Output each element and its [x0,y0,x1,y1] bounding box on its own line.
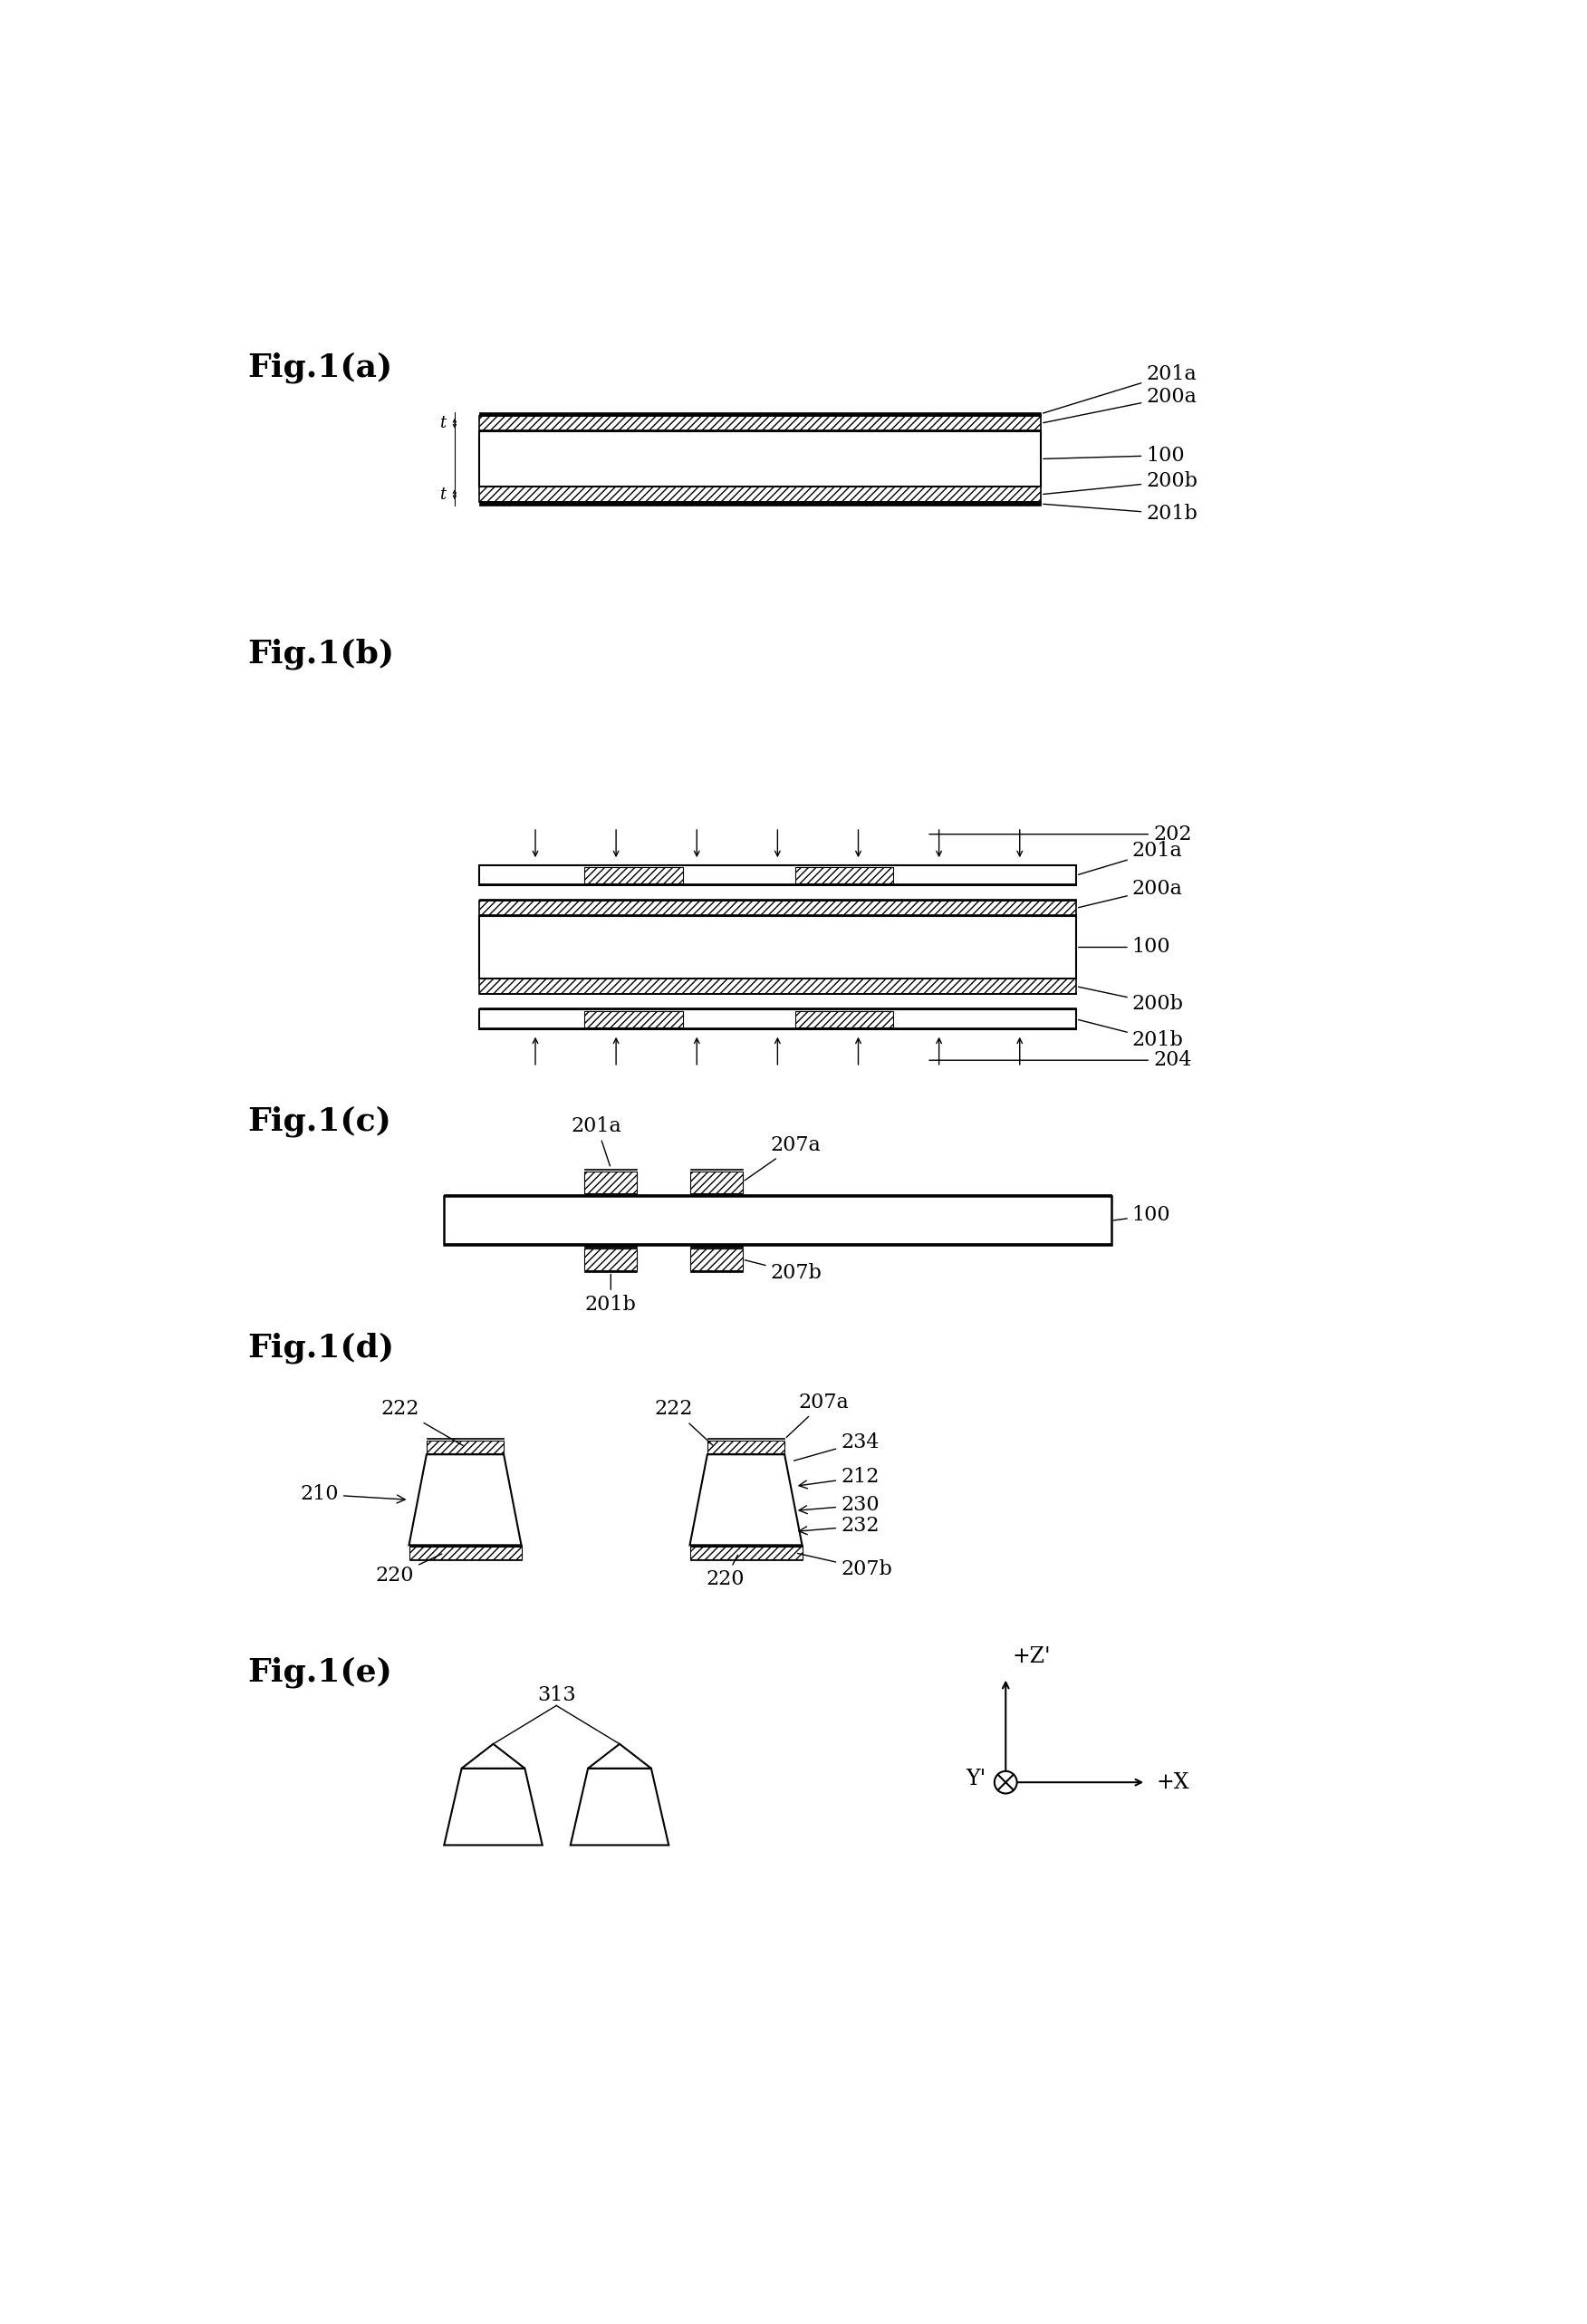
Text: 100: 100 [1114,1206,1171,1225]
Polygon shape [690,1455,801,1545]
Bar [479,411,1041,416]
Text: 220: 220 [706,1555,744,1590]
Text: 200a: 200a [1078,878,1182,909]
Polygon shape [462,1743,525,1769]
Bar [479,486,1041,502]
Bar [795,1011,893,1027]
Text: 200a: 200a [1043,386,1197,423]
Text: +Z': +Z' [1013,1645,1051,1666]
Text: Fig.1(e): Fig.1(e) [248,1657,392,1687]
Polygon shape [444,1769,543,1845]
Text: 201a: 201a [571,1116,622,1167]
Text: 222: 222 [381,1399,463,1446]
Bar [584,1171,636,1192]
Bar [690,1171,743,1192]
Circle shape [995,1771,1017,1794]
Text: 220: 220 [376,1555,441,1585]
Bar [444,1197,1111,1246]
Text: 230: 230 [798,1494,879,1515]
Text: 201a: 201a [1078,841,1182,874]
Text: 201b: 201b [1078,1020,1184,1050]
Bar [795,867,893,883]
Polygon shape [589,1743,651,1769]
Bar [584,867,682,883]
Text: Fig.1(d): Fig.1(d) [248,1332,395,1364]
Text: 207a: 207a [744,1134,820,1181]
Bar [584,1011,682,1027]
Text: t: t [440,416,446,432]
Text: 202: 202 [930,825,1192,844]
Bar [479,916,1076,978]
Text: 234: 234 [794,1432,879,1462]
Bar [584,1248,636,1271]
Text: 100: 100 [1079,937,1171,957]
Text: 222: 222 [655,1399,713,1446]
Bar [690,1248,743,1271]
Text: 232: 232 [798,1515,879,1536]
Bar [708,1441,784,1452]
Text: Y': Y' [966,1769,986,1789]
Text: 212: 212 [798,1466,879,1490]
Bar [479,430,1041,486]
Text: Fig.1(c): Fig.1(c) [248,1106,392,1136]
Bar [427,1441,503,1452]
Text: 207b: 207b [798,1552,892,1578]
Text: 313: 313 [536,1685,576,1706]
Text: 207a: 207a [787,1392,849,1436]
Bar [479,416,1041,430]
Bar [479,502,1041,507]
Bar [479,1009,1076,1030]
Text: t: t [440,486,446,502]
Text: 204: 204 [930,1050,1192,1071]
Text: 100: 100 [1043,446,1185,465]
Text: 207b: 207b [744,1260,822,1283]
Text: +X: +X [1157,1771,1190,1792]
Text: 200b: 200b [1043,472,1198,495]
Text: Fig.1(a): Fig.1(a) [248,353,392,383]
Bar [479,865,1076,885]
Polygon shape [570,1769,668,1845]
Text: Fig.1(b): Fig.1(b) [248,639,395,669]
Bar [690,1545,801,1559]
Text: 201b: 201b [586,1274,636,1315]
Text: 200b: 200b [1078,988,1184,1013]
Bar [409,1545,521,1559]
Text: 201a: 201a [1043,365,1197,414]
Text: 210: 210 [300,1485,405,1504]
Text: 201b: 201b [1043,504,1198,523]
Polygon shape [409,1455,521,1545]
Bar [479,978,1076,995]
Bar [479,899,1076,916]
